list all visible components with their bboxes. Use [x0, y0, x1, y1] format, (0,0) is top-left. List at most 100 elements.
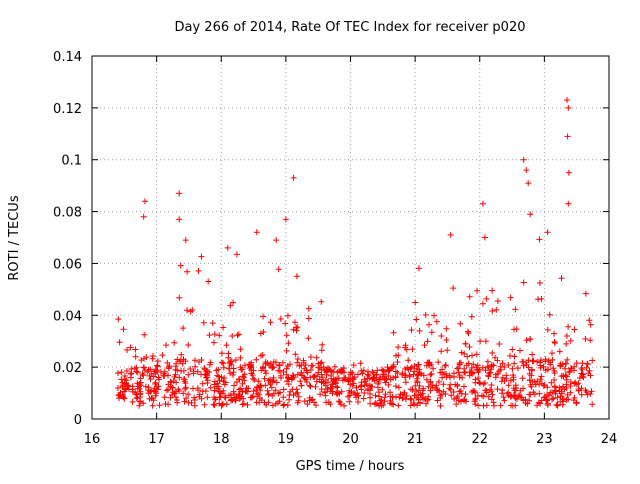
data-point [511, 326, 517, 333]
data-point [232, 357, 239, 363]
data-point [422, 311, 429, 318]
data-point [140, 213, 147, 220]
data-point [163, 387, 170, 394]
data-point [380, 371, 386, 378]
data-point [220, 364, 227, 371]
data-point [138, 357, 145, 364]
data-point [520, 362, 527, 369]
data-point [578, 365, 585, 372]
data-point [540, 382, 547, 389]
data-point [346, 387, 353, 394]
data-point [567, 337, 574, 344]
data-point [459, 374, 466, 381]
data-point [341, 369, 347, 376]
data-point [169, 389, 176, 396]
data-point [564, 133, 571, 140]
data-point [372, 392, 379, 399]
data-point [227, 302, 234, 309]
data-point [544, 402, 551, 409]
data-point [520, 385, 527, 392]
data-point [131, 365, 138, 372]
data-point [428, 370, 435, 377]
data-point [576, 375, 583, 381]
data-point [395, 352, 402, 359]
data-point [185, 371, 192, 378]
data-point [303, 367, 310, 374]
data-point [310, 373, 317, 380]
data-point [424, 338, 431, 345]
data-point [156, 376, 162, 383]
data-point [133, 364, 140, 371]
data-point [153, 390, 160, 397]
data-point [552, 387, 559, 394]
data-point [216, 388, 223, 395]
data-point [115, 370, 121, 377]
data-point [201, 401, 208, 408]
data-point [318, 359, 325, 366]
data-point [558, 373, 565, 380]
data-point [511, 387, 518, 394]
data-point [134, 394, 141, 401]
data-point [546, 311, 553, 318]
data-point [529, 358, 536, 365]
data-point [196, 358, 202, 365]
data-point [140, 372, 147, 379]
data-point [549, 350, 555, 357]
data-point [514, 365, 521, 372]
data-point [485, 373, 492, 380]
data-point [408, 327, 415, 333]
data-point [301, 398, 308, 405]
data-point [142, 198, 148, 205]
data-point [443, 337, 450, 343]
data-point [372, 401, 379, 408]
data-point [509, 365, 516, 372]
data-point [505, 389, 512, 396]
data-point [507, 294, 514, 301]
data-point [465, 360, 472, 367]
data-point [480, 300, 486, 307]
data-point [231, 382, 238, 389]
data-point [177, 262, 184, 269]
data-point [187, 366, 194, 372]
data-point [378, 397, 385, 403]
data-point [583, 389, 590, 395]
data-point [115, 392, 122, 399]
data-point [486, 370, 493, 377]
data-point [412, 299, 419, 306]
data-point [355, 399, 361, 405]
data-point [482, 367, 489, 374]
data-point [508, 402, 514, 409]
data-point [542, 358, 549, 365]
data-point [224, 244, 231, 251]
data-point [477, 338, 484, 345]
data-point [367, 394, 374, 401]
data-point [481, 234, 488, 241]
data-point [309, 362, 316, 369]
data-point [447, 386, 454, 393]
data-point [551, 338, 558, 345]
data-point [152, 381, 159, 387]
data-point [328, 375, 335, 382]
data-point [494, 370, 501, 377]
data-point [475, 402, 482, 409]
data-point [426, 321, 432, 328]
data-point [472, 395, 479, 402]
data-point [563, 373, 570, 380]
data-point [357, 360, 364, 367]
data-point [209, 320, 216, 327]
data-point [424, 397, 431, 404]
data-point [453, 394, 460, 401]
data-point [549, 396, 555, 403]
data-point [220, 378, 227, 385]
data-point [293, 324, 300, 331]
data-point [154, 358, 161, 365]
data-point [447, 231, 454, 238]
data-point [261, 375, 268, 382]
data-point [258, 397, 265, 404]
data-point [210, 401, 217, 408]
data-point [457, 387, 464, 394]
data-point [280, 402, 287, 409]
data-point [307, 354, 314, 360]
data-point [544, 366, 551, 373]
data-point [559, 401, 566, 408]
